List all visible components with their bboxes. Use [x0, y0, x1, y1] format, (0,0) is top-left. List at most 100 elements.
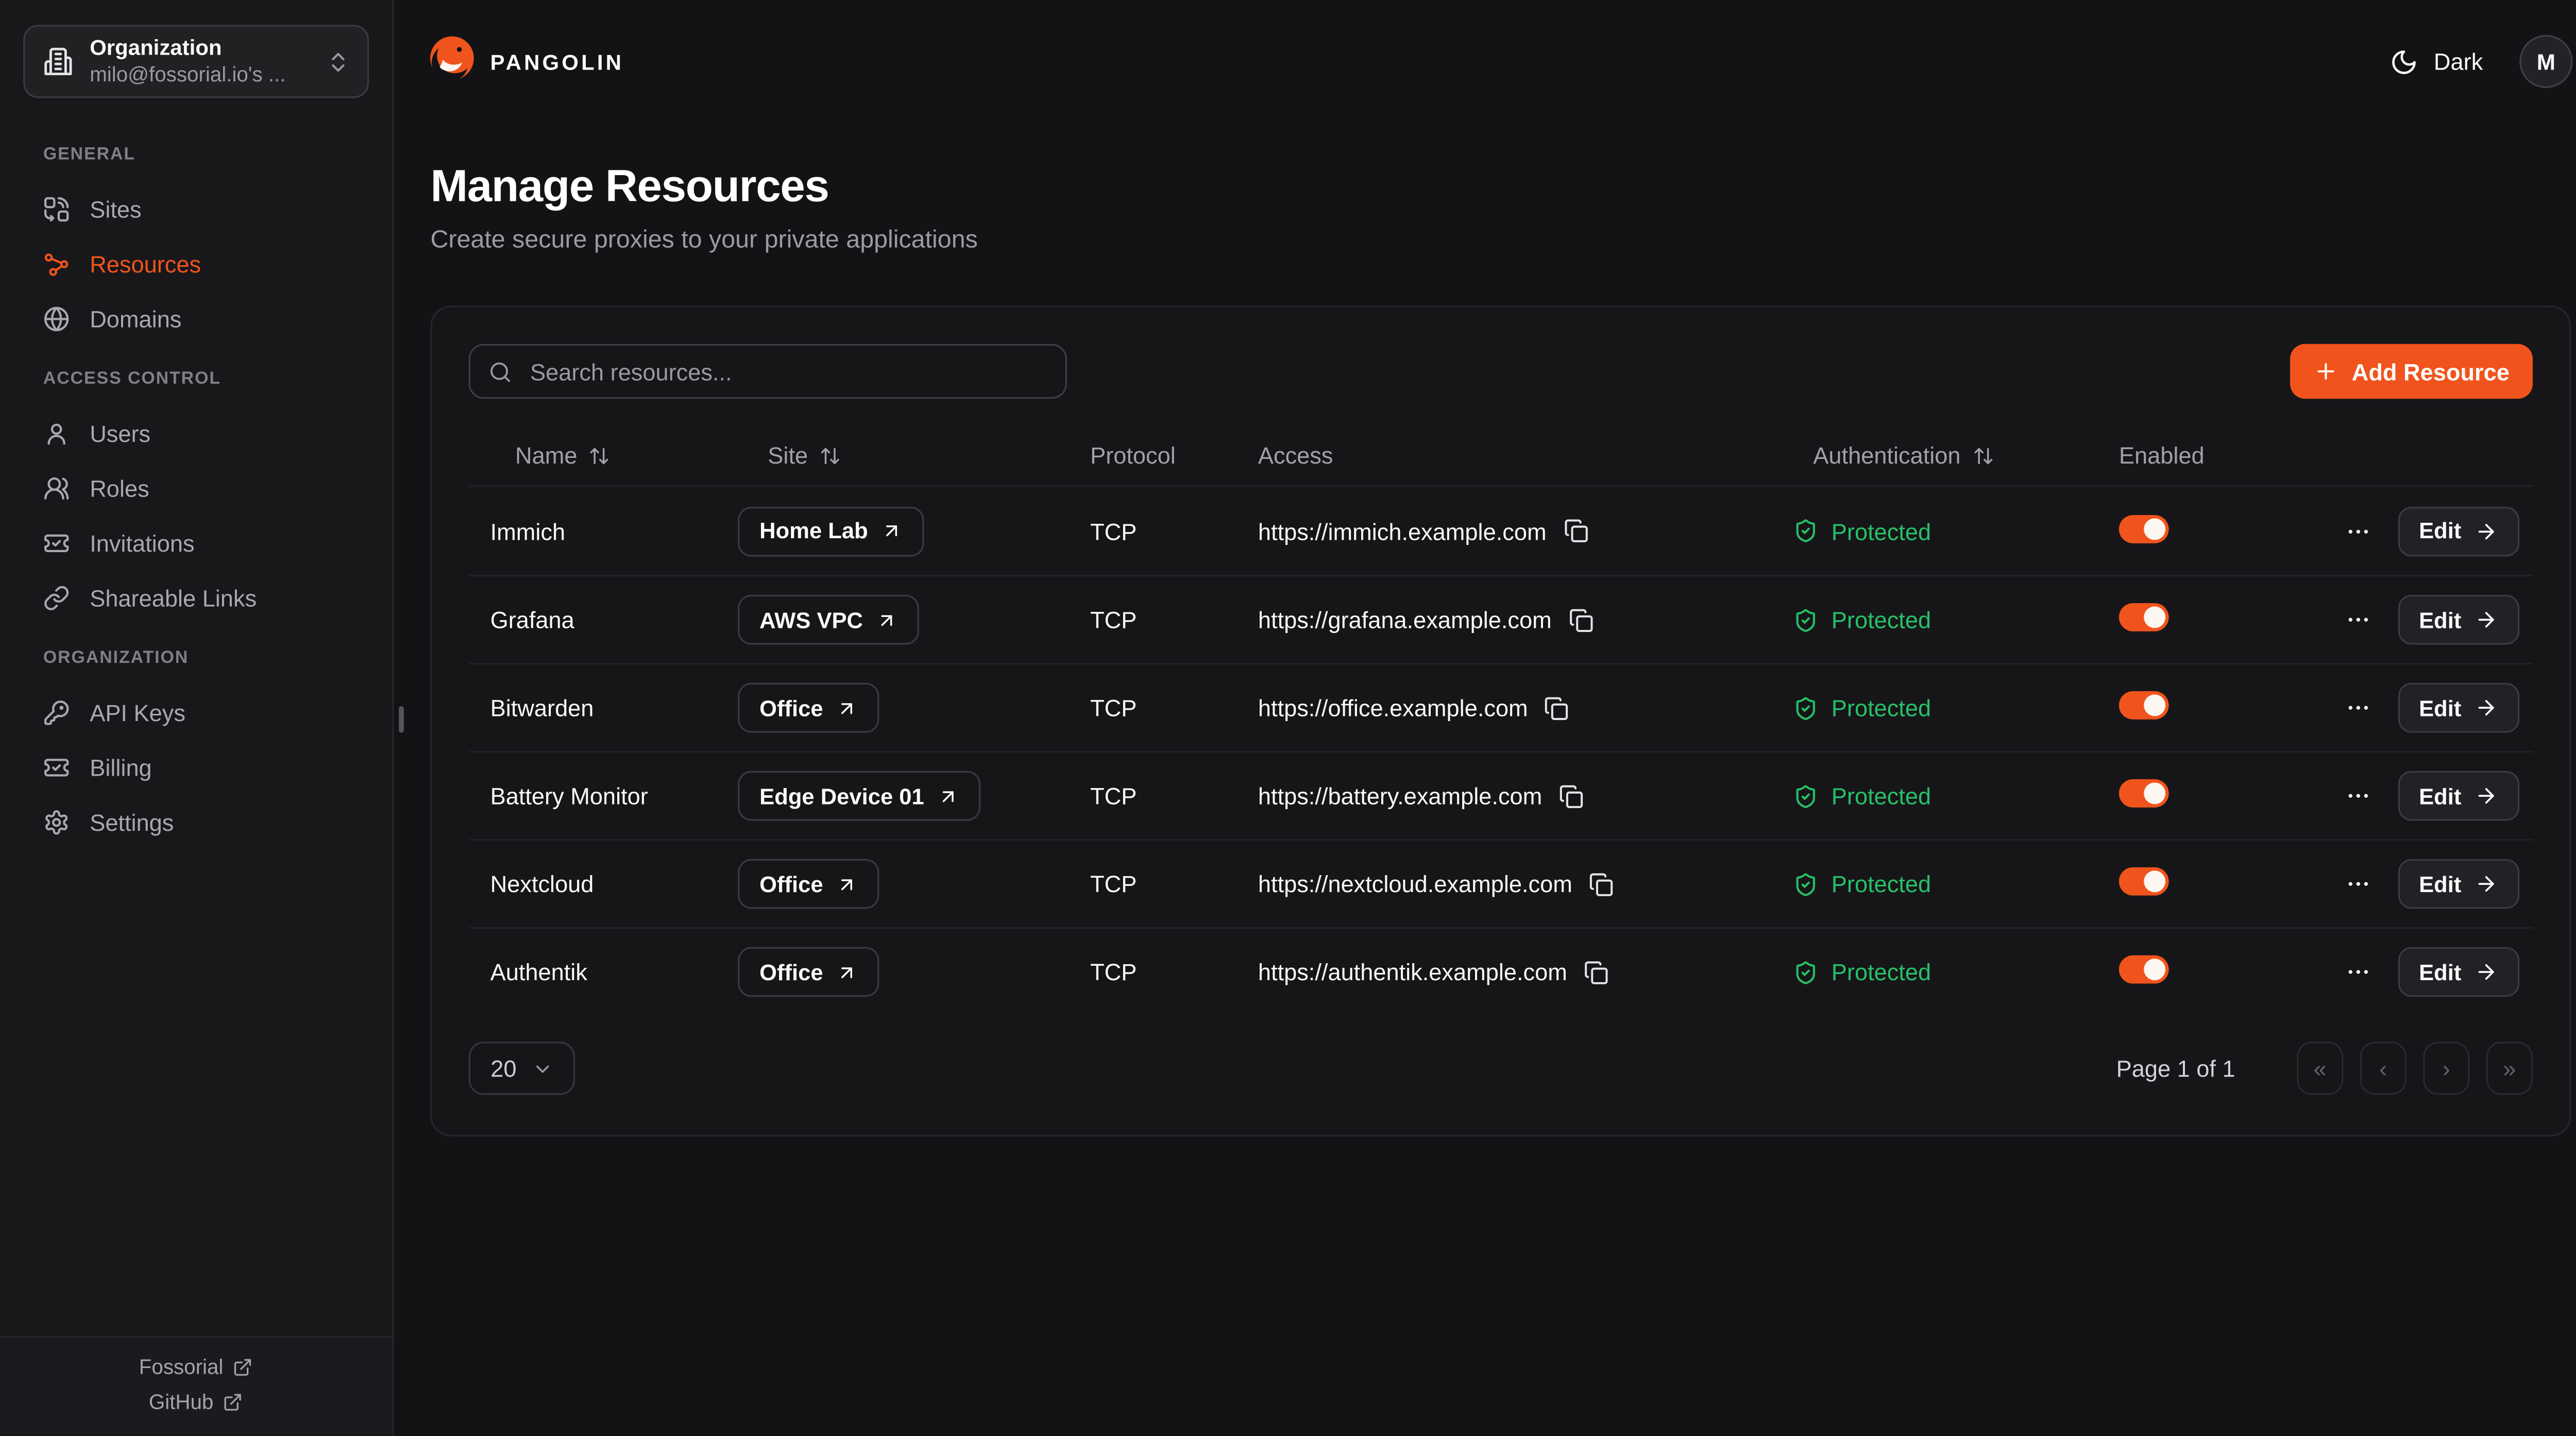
- site-label: Office: [759, 871, 823, 897]
- last-page-button[interactable]: »: [2486, 1041, 2533, 1095]
- topbar: PANGOLIN Dark M: [396, 0, 2576, 123]
- access-cell: https://office.example.com: [1258, 694, 1793, 721]
- arrow-up-right-icon: [836, 961, 858, 983]
- column-header-name[interactable]: Name: [490, 442, 738, 469]
- brand-name: PANGOLIN: [490, 49, 624, 74]
- sidebar-footer: Fossorial GitHub: [0, 1336, 393, 1436]
- sidebar-item-label: Billing: [90, 753, 152, 780]
- site-link-button[interactable]: AWS VPC: [738, 594, 920, 645]
- sidebar-item-label: Shareable Links: [90, 584, 257, 611]
- org-selector[interactable]: Organization milo@fossorial.io's ...: [23, 25, 369, 98]
- copy-icon[interactable]: [1559, 783, 1584, 808]
- edit-button[interactable]: Edit: [2397, 771, 2520, 821]
- edit-button[interactable]: Edit: [2397, 947, 2520, 997]
- sidebar-resize-handle[interactable]: [399, 706, 404, 733]
- gear-icon: [43, 808, 70, 835]
- avatar[interactable]: M: [2519, 35, 2573, 88]
- column-header-site[interactable]: Site: [738, 442, 1090, 469]
- footer-link-github[interactable]: GitHub: [149, 1391, 244, 1414]
- plus-icon: [2314, 359, 2338, 384]
- brand-logo[interactable]: PANGOLIN: [429, 34, 624, 89]
- resources-card: Add Resource Name Site: [430, 305, 2571, 1137]
- actions-cell: Edit: [2348, 947, 2533, 997]
- column-header-authentication[interactable]: Authentication: [1793, 442, 2119, 469]
- row-menu-icon[interactable]: [2341, 867, 2374, 901]
- sort-icon: [820, 445, 841, 466]
- nav-heading-access-control: ACCESS CONTROL: [43, 369, 222, 389]
- shield-check-icon: [1793, 518, 1818, 543]
- column-header-protocol: Protocol: [1090, 442, 1258, 469]
- edit-button[interactable]: Edit: [2397, 859, 2520, 909]
- sidebar-item-shareable-links[interactable]: Shareable Links: [20, 570, 372, 624]
- copy-icon[interactable]: [1589, 871, 1614, 896]
- sidebar-item-api-keys[interactable]: API Keys: [20, 685, 372, 739]
- sidebar-item-settings[interactable]: Settings: [20, 794, 372, 849]
- access-cell: https://nextcloud.example.com: [1258, 870, 1793, 897]
- protocol-cell: TCP: [1090, 606, 1137, 634]
- authentication-cell: Protected: [1793, 694, 2119, 721]
- enabled-toggle[interactable]: [2119, 867, 2169, 896]
- site-cell: Home Lab: [738, 506, 1090, 556]
- edit-button[interactable]: Edit: [2397, 682, 2520, 733]
- table-header: Name Site Protocol: [468, 425, 2533, 487]
- sidebar-item-domains[interactable]: Domains: [20, 291, 372, 346]
- edit-label: Edit: [2419, 607, 2462, 632]
- sidebar-item-label: Domains: [90, 304, 182, 332]
- shield-check-icon: [1793, 960, 1818, 984]
- theme-toggle[interactable]: Dark: [2391, 47, 2483, 76]
- resource-name: Bitwarden: [490, 694, 594, 721]
- first-page-button[interactable]: «: [2297, 1041, 2344, 1095]
- card-toolbar: Add Resource: [468, 344, 2533, 399]
- column-header-enabled: Enabled: [2119, 442, 2350, 469]
- row-menu-icon[interactable]: [2341, 691, 2374, 725]
- row-menu-icon[interactable]: [2341, 779, 2374, 813]
- page-size-select[interactable]: 20: [468, 1041, 575, 1095]
- sort-icon: [1972, 445, 1994, 466]
- copy-icon[interactable]: [1563, 518, 1588, 543]
- sidebar-item-invitations[interactable]: Invitations: [20, 515, 372, 570]
- copy-icon[interactable]: [1545, 695, 1569, 720]
- search-input[interactable]: [527, 356, 1047, 386]
- access-url: https://authentik.example.com: [1258, 959, 1567, 985]
- footer-link-fossorial[interactable]: Fossorial: [139, 1356, 253, 1379]
- edit-button[interactable]: Edit: [2397, 506, 2520, 556]
- access-url: https://grafana.example.com: [1258, 606, 1552, 634]
- add-resource-button[interactable]: Add Resource: [2290, 344, 2533, 399]
- row-menu-icon[interactable]: [2341, 955, 2374, 989]
- site-link-button[interactable]: Office: [738, 947, 880, 997]
- access-url: https://battery.example.com: [1258, 782, 1543, 809]
- site-link-button[interactable]: Home Lab: [738, 506, 925, 556]
- site-cell: Office: [738, 682, 1090, 733]
- enabled-cell: [2119, 955, 2350, 989]
- enabled-toggle[interactable]: [2119, 779, 2169, 808]
- table-body: Immich Home Lab TCP https://immich.e: [468, 487, 2533, 1015]
- sidebar-item-roles[interactable]: Roles: [20, 460, 372, 515]
- add-resource-label: Add Resource: [2351, 358, 2510, 385]
- sidebar-item-sites[interactable]: Sites: [20, 181, 372, 236]
- enabled-cell: [2119, 514, 2350, 548]
- site-link-button[interactable]: Edge Device 01: [738, 771, 981, 821]
- edit-button[interactable]: Edit: [2397, 594, 2520, 645]
- table-row: Immich Home Lab TCP https://immich.e: [469, 487, 2533, 575]
- enabled-toggle[interactable]: [2119, 955, 2169, 984]
- sidebar-item-resources[interactable]: Resources: [20, 236, 372, 290]
- pagination: 20 Page 1 of 1 « ‹ › »: [468, 1041, 2533, 1095]
- column-label: Name: [515, 442, 578, 469]
- site-link-button[interactable]: Office: [738, 682, 880, 733]
- row-menu-icon[interactable]: [2341, 603, 2374, 637]
- site-link-button[interactable]: Office: [738, 859, 880, 909]
- chevrons-up-down-icon: [326, 49, 350, 74]
- sidebar-item-users[interactable]: Users: [20, 405, 372, 460]
- next-page-button[interactable]: ›: [2423, 1041, 2470, 1095]
- prev-page-button[interactable]: ‹: [2360, 1041, 2406, 1095]
- row-menu-icon[interactable]: [2341, 514, 2374, 548]
- protected-label: Protected: [1831, 694, 1931, 721]
- org-selector-label: Organization: [90, 35, 222, 60]
- org-text: Organization milo@fossorial.io's ...: [90, 35, 326, 88]
- enabled-toggle[interactable]: [2119, 691, 2169, 720]
- copy-icon[interactable]: [1568, 607, 1593, 632]
- copy-icon[interactable]: [1584, 960, 1608, 984]
- enabled-toggle[interactable]: [2119, 514, 2169, 543]
- enabled-toggle[interactable]: [2119, 603, 2169, 631]
- sidebar-item-billing[interactable]: Billing: [20, 739, 372, 794]
